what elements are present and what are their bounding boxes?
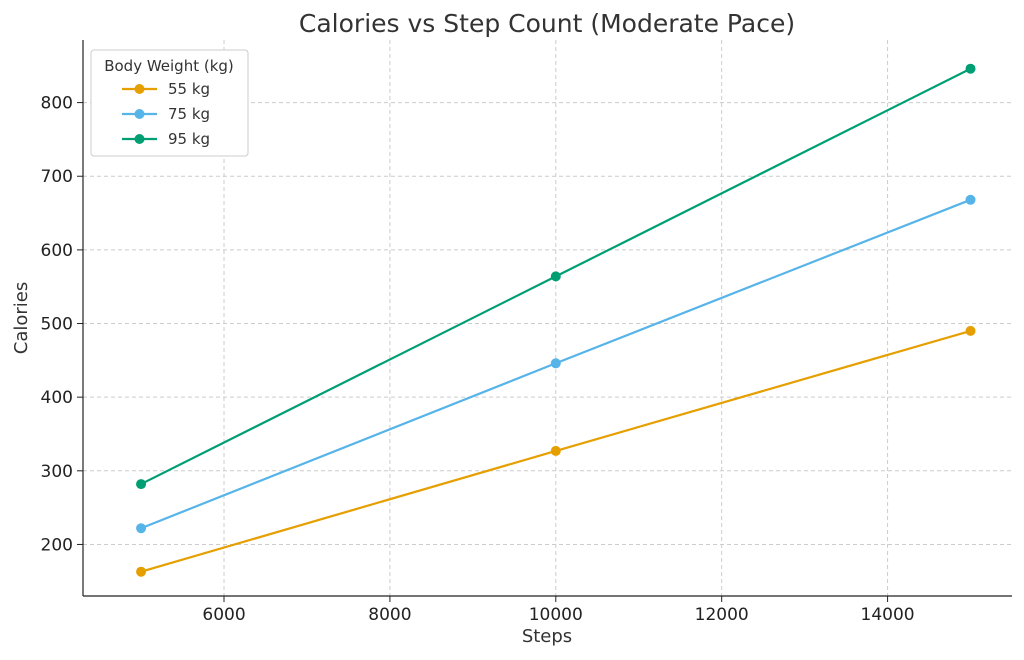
y-tick-label: 200 (41, 535, 73, 555)
x-tick-label: 12000 (695, 605, 749, 625)
data-point-95-kg (136, 479, 147, 490)
y-axis-label: Calories (11, 282, 32, 354)
data-point-55-kg (550, 445, 561, 456)
x-tick-label: 8000 (368, 605, 411, 625)
legend-box (90, 49, 249, 157)
y-tick-label: 600 (41, 241, 73, 261)
legend-marker-95-kg (134, 134, 145, 144)
x-tick-label: 10000 (529, 605, 583, 625)
legend-marker-75-kg (134, 109, 145, 119)
data-point-75-kg (965, 194, 976, 205)
x-tick-label: 14000 (861, 605, 915, 625)
data-point-75-kg (550, 358, 561, 369)
y-tick-label: 500 (41, 315, 73, 335)
x-axis-label: Steps (522, 626, 572, 647)
y-tick-label: 400 (41, 388, 73, 408)
data-point-55-kg (136, 566, 147, 577)
legend-marker-55-kg (134, 84, 145, 94)
series (136, 63, 976, 577)
data-point-95-kg (550, 271, 561, 282)
data-point-95-kg (965, 63, 976, 74)
chart-title: Calories vs Step Count (Moderate Pace) (299, 9, 795, 38)
y-tick-label: 300 (41, 462, 73, 482)
legend-title: Body Weight (kg) (104, 57, 234, 75)
y-tick-label: 700 (41, 167, 73, 187)
legend-label-95-kg: 95 kg (168, 130, 210, 148)
tick-labels: 6000 8000 10000 12000 14000 200 300 400 500 600 70… (41, 94, 915, 625)
grid (83, 40, 1012, 596)
data-point-55-kg (965, 325, 976, 336)
data-point-75-kg (136, 523, 147, 534)
y-tick-label: 800 (41, 94, 73, 114)
x-tick-label: 6000 (202, 605, 245, 625)
legend-label-75-kg: 75 kg (168, 105, 210, 123)
axes (82, 40, 1012, 597)
legend-label-55-kg: 55 kg (168, 80, 210, 98)
legend: Body Weight (kg) 55 kg 75 kg 95 kg (90, 49, 249, 157)
